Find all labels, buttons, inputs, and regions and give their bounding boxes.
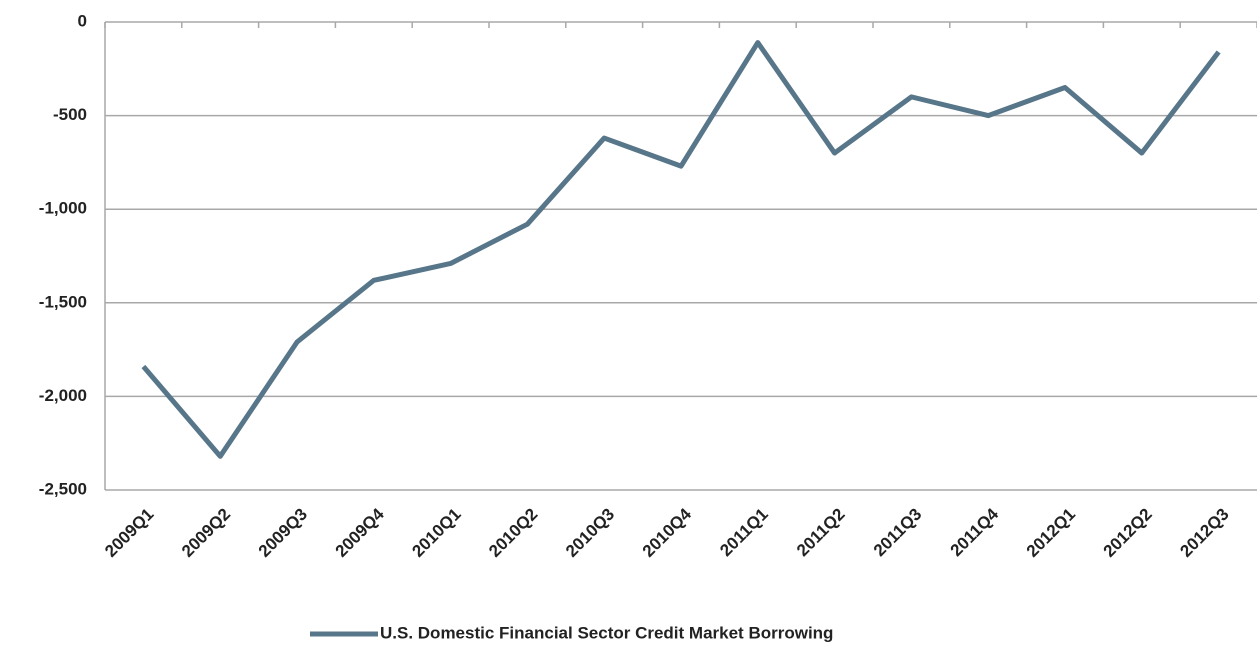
x-tick-label: 2010Q2	[485, 505, 541, 561]
x-tick-label: 2010Q3	[562, 505, 618, 561]
y-tick-label: -2,500	[39, 479, 87, 498]
y-tick-label: -1,500	[39, 292, 87, 311]
x-tick-label: 2012Q2	[1100, 505, 1156, 561]
line	[141, 40, 1221, 459]
x-tick-label: 2010Q4	[639, 504, 696, 561]
x-tick-label: 2010Q1	[408, 505, 464, 561]
x-tick-label: 2012Q3	[1176, 505, 1232, 561]
y-tick-label: -2,000	[39, 386, 87, 405]
y-tick-label: -500	[53, 105, 87, 124]
legend-label: U.S. Domestic Financial Sector Credit Ma…	[380, 623, 833, 642]
x-tick-label: 2009Q3	[255, 505, 311, 561]
x-tick-label: 2009Q4	[332, 504, 389, 561]
y-tick-label: 0	[78, 11, 87, 30]
x-tick-label: 2011Q4	[947, 504, 1003, 560]
x-tick-label: 2009Q2	[178, 505, 234, 561]
y-tick-label: -1,000	[39, 199, 87, 218]
x-tick-label: 2011Q1	[716, 505, 772, 561]
x-tick-label: 2011Q2	[793, 505, 849, 561]
x-tick-label: 2009Q1	[101, 505, 157, 561]
x-tick-label: 2011Q3	[870, 505, 926, 561]
x-tick-label: 2012Q1	[1023, 505, 1079, 561]
